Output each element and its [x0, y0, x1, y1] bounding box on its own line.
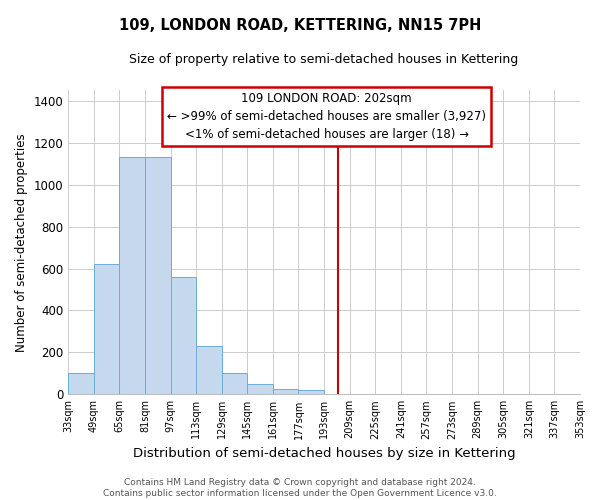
- X-axis label: Distribution of semi-detached houses by size in Kettering: Distribution of semi-detached houses by …: [133, 447, 515, 460]
- Bar: [298, 390, 324, 394]
- Bar: [273, 389, 298, 394]
- Title: Size of property relative to semi-detached houses in Kettering: Size of property relative to semi-detach…: [130, 52, 519, 66]
- Bar: [68, 374, 94, 394]
- Y-axis label: Number of semi-detached properties: Number of semi-detached properties: [15, 133, 28, 352]
- Text: Contains HM Land Registry data © Crown copyright and database right 2024.
Contai: Contains HM Land Registry data © Crown c…: [103, 478, 497, 498]
- Bar: [247, 384, 273, 394]
- Bar: [145, 158, 170, 394]
- Bar: [119, 158, 145, 394]
- Bar: [222, 374, 247, 394]
- Text: 109 LONDON ROAD: 202sqm
← >99% of semi-detached houses are smaller (3,927)
<1% o: 109 LONDON ROAD: 202sqm ← >99% of semi-d…: [167, 92, 486, 141]
- Bar: [196, 346, 222, 395]
- Text: 109, LONDON ROAD, KETTERING, NN15 7PH: 109, LONDON ROAD, KETTERING, NN15 7PH: [119, 18, 481, 32]
- Bar: [170, 277, 196, 394]
- Bar: [94, 264, 119, 394]
